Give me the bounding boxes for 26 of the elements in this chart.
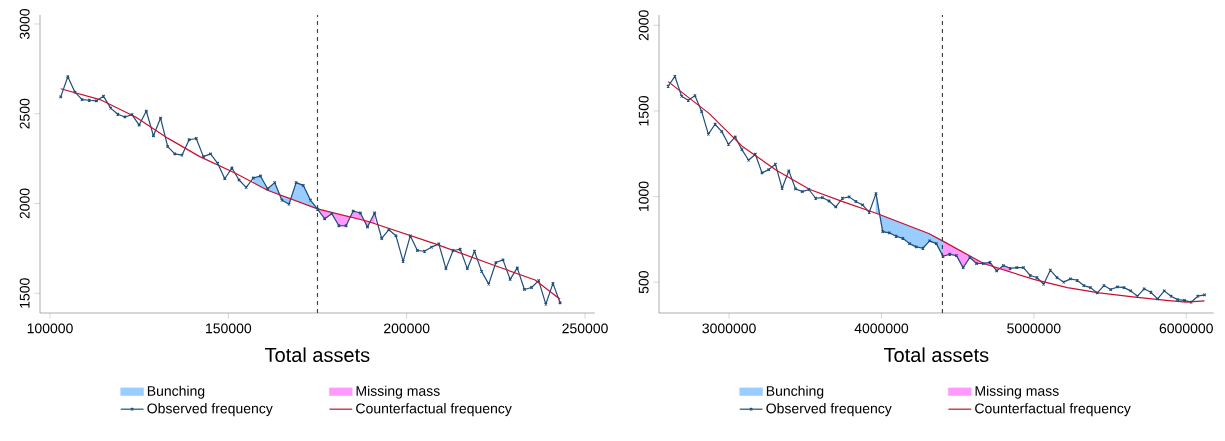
y-tick-label: 3000: [19, 8, 30, 40]
legend-label: Counterfactual frequency: [356, 403, 512, 417]
legend-label: Bunching: [766, 385, 824, 399]
y-tick-label: 1500: [19, 278, 30, 308]
x-tick-label: 6000000: [1159, 323, 1213, 334]
y-tick-label: 1000: [638, 181, 649, 212]
y-tick-label: 2500: [19, 98, 30, 129]
x-tick-label: 250000: [562, 323, 608, 334]
legend-label: Bunching: [147, 385, 205, 399]
x-axis-title: Total assets: [264, 347, 370, 363]
x-tick-label: 4000000: [854, 323, 909, 334]
x-tick-label: 5000000: [1007, 323, 1061, 334]
y-tick-label: 1500: [638, 95, 649, 126]
legend-label: Missing mass: [356, 385, 440, 399]
legend-label: Observed frequency: [147, 403, 273, 417]
x-tick-label: 100000: [27, 323, 73, 334]
x-tick-label: 3000000: [702, 323, 756, 334]
x-tick-label: 200000: [384, 323, 430, 334]
x-axis-title: Total assets: [883, 347, 989, 363]
legend-label: Counterfactual frequency: [975, 403, 1131, 417]
x-tick-label: 150000: [206, 323, 252, 334]
y-tick-label: 2000: [19, 188, 30, 219]
y-tick-label: 500: [638, 271, 649, 294]
legend-label: Missing mass: [975, 385, 1059, 399]
y-tick-label: 2000: [638, 10, 649, 41]
legend-label: Observed frequency: [766, 403, 892, 417]
